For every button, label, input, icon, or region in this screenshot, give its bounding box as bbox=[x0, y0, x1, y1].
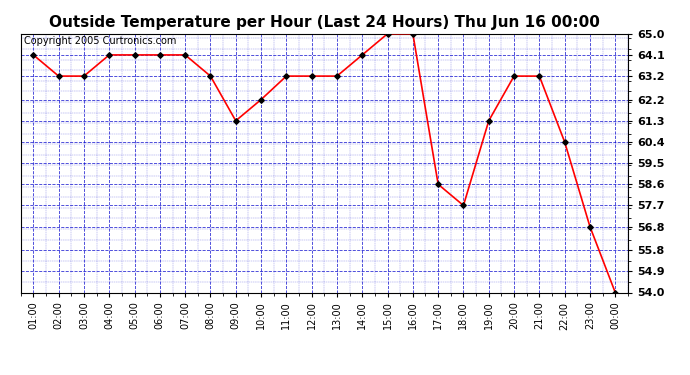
Text: Copyright 2005 Curtronics.com: Copyright 2005 Curtronics.com bbox=[23, 36, 176, 46]
Title: Outside Temperature per Hour (Last 24 Hours) Thu Jun 16 00:00: Outside Temperature per Hour (Last 24 Ho… bbox=[49, 15, 600, 30]
